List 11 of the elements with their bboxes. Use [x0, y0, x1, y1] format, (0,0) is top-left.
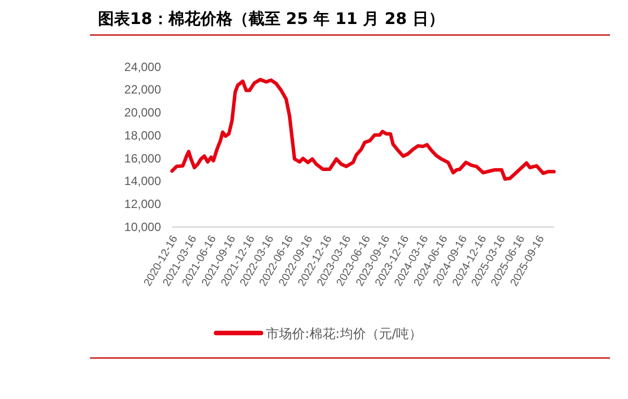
legend-label: 市场价:棉花:均价（元/吨） [266, 327, 422, 342]
chart-title: 图表18：棉花价格（截至 25 年 11 月 28 日） [98, 9, 444, 28]
y-tick-label: 24,000 [124, 60, 162, 74]
y-tick-label: 12,000 [124, 196, 162, 211]
y-tick-label: 18,000 [124, 128, 162, 142]
line-series [170, 78, 556, 181]
y-tick-label: 20,000 [124, 106, 162, 120]
y-tick-label: 10,000 [124, 220, 162, 234]
y-tick-label: 14,000 [124, 174, 162, 188]
y-tick-label: 22,000 [124, 82, 162, 97]
y-tick-label: 16,000 [124, 151, 162, 166]
